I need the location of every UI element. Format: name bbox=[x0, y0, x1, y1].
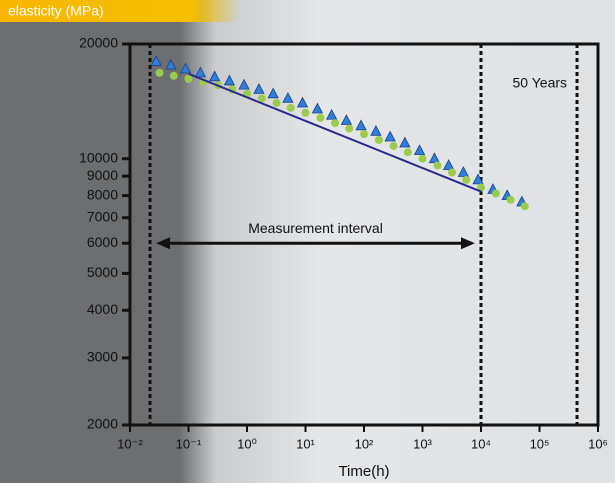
data-point bbox=[375, 136, 383, 144]
data-point bbox=[433, 161, 441, 169]
annotation: 50 Years bbox=[513, 75, 568, 91]
data-point bbox=[356, 120, 366, 130]
data-point bbox=[415, 145, 425, 155]
data-point bbox=[385, 132, 395, 142]
y-tick-label: 10000 bbox=[79, 149, 118, 165]
y-tick-label: 6000 bbox=[87, 234, 118, 250]
data-point bbox=[404, 148, 412, 156]
data-point bbox=[181, 63, 191, 73]
data-point bbox=[170, 72, 178, 80]
fit-line bbox=[189, 74, 482, 192]
y-tick-label: 4000 bbox=[87, 301, 118, 317]
data-point bbox=[521, 202, 529, 210]
x-tick-label: 10⁵ bbox=[530, 436, 550, 451]
data-point bbox=[458, 167, 468, 177]
data-point bbox=[341, 115, 351, 125]
x-tick-label: 10³ bbox=[413, 436, 432, 451]
data-point bbox=[448, 168, 456, 176]
data-point bbox=[462, 176, 470, 184]
x-axis-label: Time(h) bbox=[338, 463, 389, 480]
y-tick-label: 8000 bbox=[87, 186, 118, 202]
y-tick-label: 2000 bbox=[87, 416, 118, 432]
data-point bbox=[283, 93, 293, 103]
data-point bbox=[151, 56, 161, 65]
data-point bbox=[312, 104, 322, 114]
y-tick-label: 7000 bbox=[87, 208, 118, 224]
data-point bbox=[239, 80, 249, 90]
x-tick-label: 10⁴ bbox=[471, 436, 491, 451]
data-point bbox=[258, 94, 266, 102]
data-point bbox=[156, 69, 164, 77]
y-tick-label: 5000 bbox=[87, 264, 118, 280]
data-point bbox=[254, 84, 264, 94]
data-point bbox=[185, 75, 193, 83]
x-tick-label: 10⁻² bbox=[117, 436, 143, 451]
y-tick-label: 9000 bbox=[87, 167, 118, 183]
data-point bbox=[195, 67, 205, 77]
data-point bbox=[210, 71, 220, 81]
data-point bbox=[400, 137, 410, 147]
data-point bbox=[224, 75, 234, 85]
data-point bbox=[331, 119, 339, 127]
y-tick-label: 20000 bbox=[79, 35, 118, 51]
x-tick-label: 10¹ bbox=[296, 436, 315, 451]
chart-title: elasticity (MPa) bbox=[8, 3, 104, 19]
data-point bbox=[302, 109, 310, 117]
screen: elasticity (MPa) Time(h) 2000 3000 4000 500… bbox=[0, 0, 615, 483]
interval-label: Measurement interval bbox=[248, 220, 383, 236]
data-point bbox=[327, 110, 337, 120]
data-point bbox=[268, 88, 278, 98]
x-tick-label: 10⁻¹ bbox=[176, 436, 202, 451]
data-point bbox=[371, 126, 381, 136]
data-point bbox=[298, 98, 308, 108]
chart: elasticity (MPa) Time(h) 2000 3000 4000 500… bbox=[0, 0, 615, 483]
x-tick-label: 10⁰ bbox=[237, 436, 257, 451]
data-point bbox=[507, 196, 515, 204]
data-point bbox=[273, 99, 281, 107]
x-tick-label: 10⁶ bbox=[588, 436, 608, 451]
data-point bbox=[390, 142, 398, 150]
data-point bbox=[287, 104, 295, 112]
x-tick-label: 10² bbox=[355, 436, 374, 451]
data-point bbox=[345, 125, 353, 133]
data-point bbox=[419, 155, 427, 163]
data-point bbox=[444, 160, 454, 170]
data-point bbox=[492, 190, 500, 198]
y-tick-label: 3000 bbox=[87, 349, 118, 365]
data-point bbox=[166, 60, 176, 69]
data-point bbox=[429, 153, 439, 163]
data-point bbox=[316, 114, 324, 122]
data-point bbox=[360, 130, 368, 138]
